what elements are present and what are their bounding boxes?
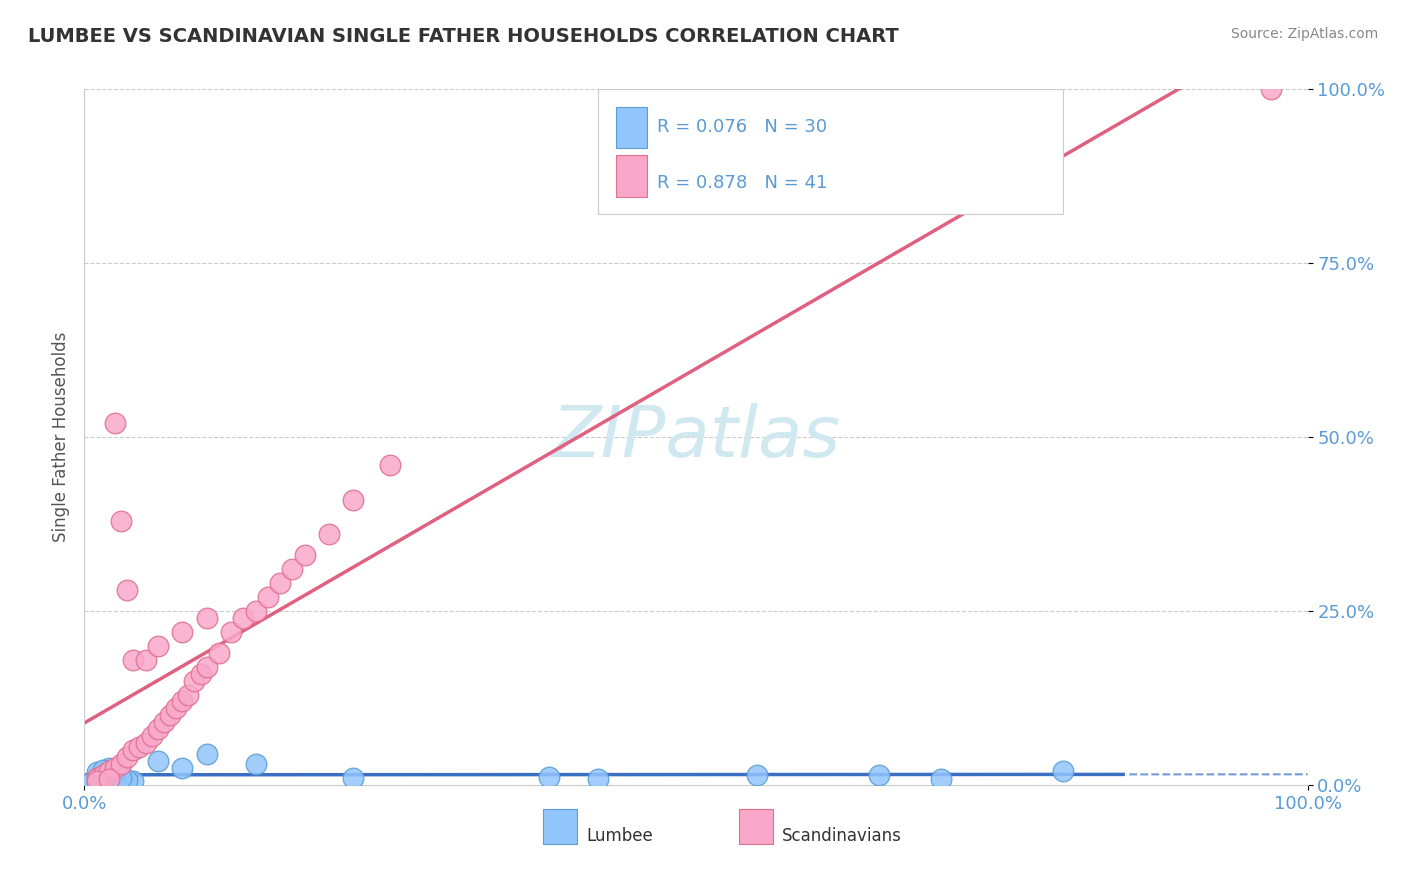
Point [219,624,242,639]
Text: LUMBEE VS SCANDINAVIAN SINGLE FATHER HOUSEHOLDS CORRELATION CHART: LUMBEE VS SCANDINAVIAN SINGLE FATHER HOU… [28,27,898,45]
Point [91,767,114,781]
Text: R = 0.878   N = 41: R = 0.878 N = 41 [657,174,827,192]
Point [538,770,561,784]
Point [245,604,267,618]
Point [141,729,163,743]
Point [135,653,157,667]
FancyBboxPatch shape [598,89,1063,214]
Point [86,771,108,785]
Point [747,767,769,781]
Point [86,774,108,789]
Point [110,767,132,781]
Point [183,673,205,688]
Point [97,772,120,787]
Point [104,760,127,774]
Text: Lumbee: Lumbee [586,827,652,845]
Point [115,773,138,788]
Point [86,773,108,788]
Point [110,757,132,772]
Point [86,774,108,789]
Point [87,775,110,789]
Point [1260,82,1282,96]
Text: Source: ZipAtlas.com: Source: ZipAtlas.com [1230,27,1378,41]
Point [146,723,169,737]
Point [245,757,267,772]
Point [104,772,127,786]
Point [269,576,291,591]
Bar [543,809,578,844]
Point [380,458,402,472]
Point [146,639,169,653]
Point [165,701,187,715]
Bar [616,106,647,148]
Point [586,772,609,787]
Point [281,562,304,576]
Point [257,590,280,604]
Point [96,770,118,784]
Bar [738,809,773,844]
Point [86,771,108,785]
Point [190,666,212,681]
Point [153,715,176,730]
Point [195,611,218,625]
Point [172,760,194,774]
Point [110,514,132,528]
Point [79,776,101,790]
Text: R = 0.076   N = 30: R = 0.076 N = 30 [657,119,827,136]
Point [172,694,194,708]
Point [929,772,952,787]
Bar [616,155,647,197]
Text: Scandinavians: Scandinavians [782,827,901,845]
Point [91,763,114,777]
Point [97,772,120,787]
Point [159,708,181,723]
Point [97,760,120,774]
Point [115,583,138,598]
Point [110,771,132,785]
Point [91,771,114,785]
Point [294,549,316,563]
Point [195,747,218,761]
Point [172,624,194,639]
Point [318,527,340,541]
Point [195,659,218,673]
Point [135,736,157,750]
Point [122,653,145,667]
Point [342,492,364,507]
Point [115,750,138,764]
Point [97,764,120,778]
Point [232,611,254,625]
Point [1052,764,1074,778]
Point [177,688,200,702]
Point [86,770,108,784]
Point [128,739,150,754]
Point [104,765,127,780]
Point [122,743,145,757]
Point [146,754,169,768]
Point [869,767,891,781]
Y-axis label: Single Father Households: Single Father Households [52,332,70,542]
Point [122,773,145,788]
Point [86,765,108,780]
Point [104,416,127,430]
Point [208,646,231,660]
Text: ZIPatlas: ZIPatlas [551,402,841,472]
Point [342,771,364,785]
Point [97,764,120,778]
